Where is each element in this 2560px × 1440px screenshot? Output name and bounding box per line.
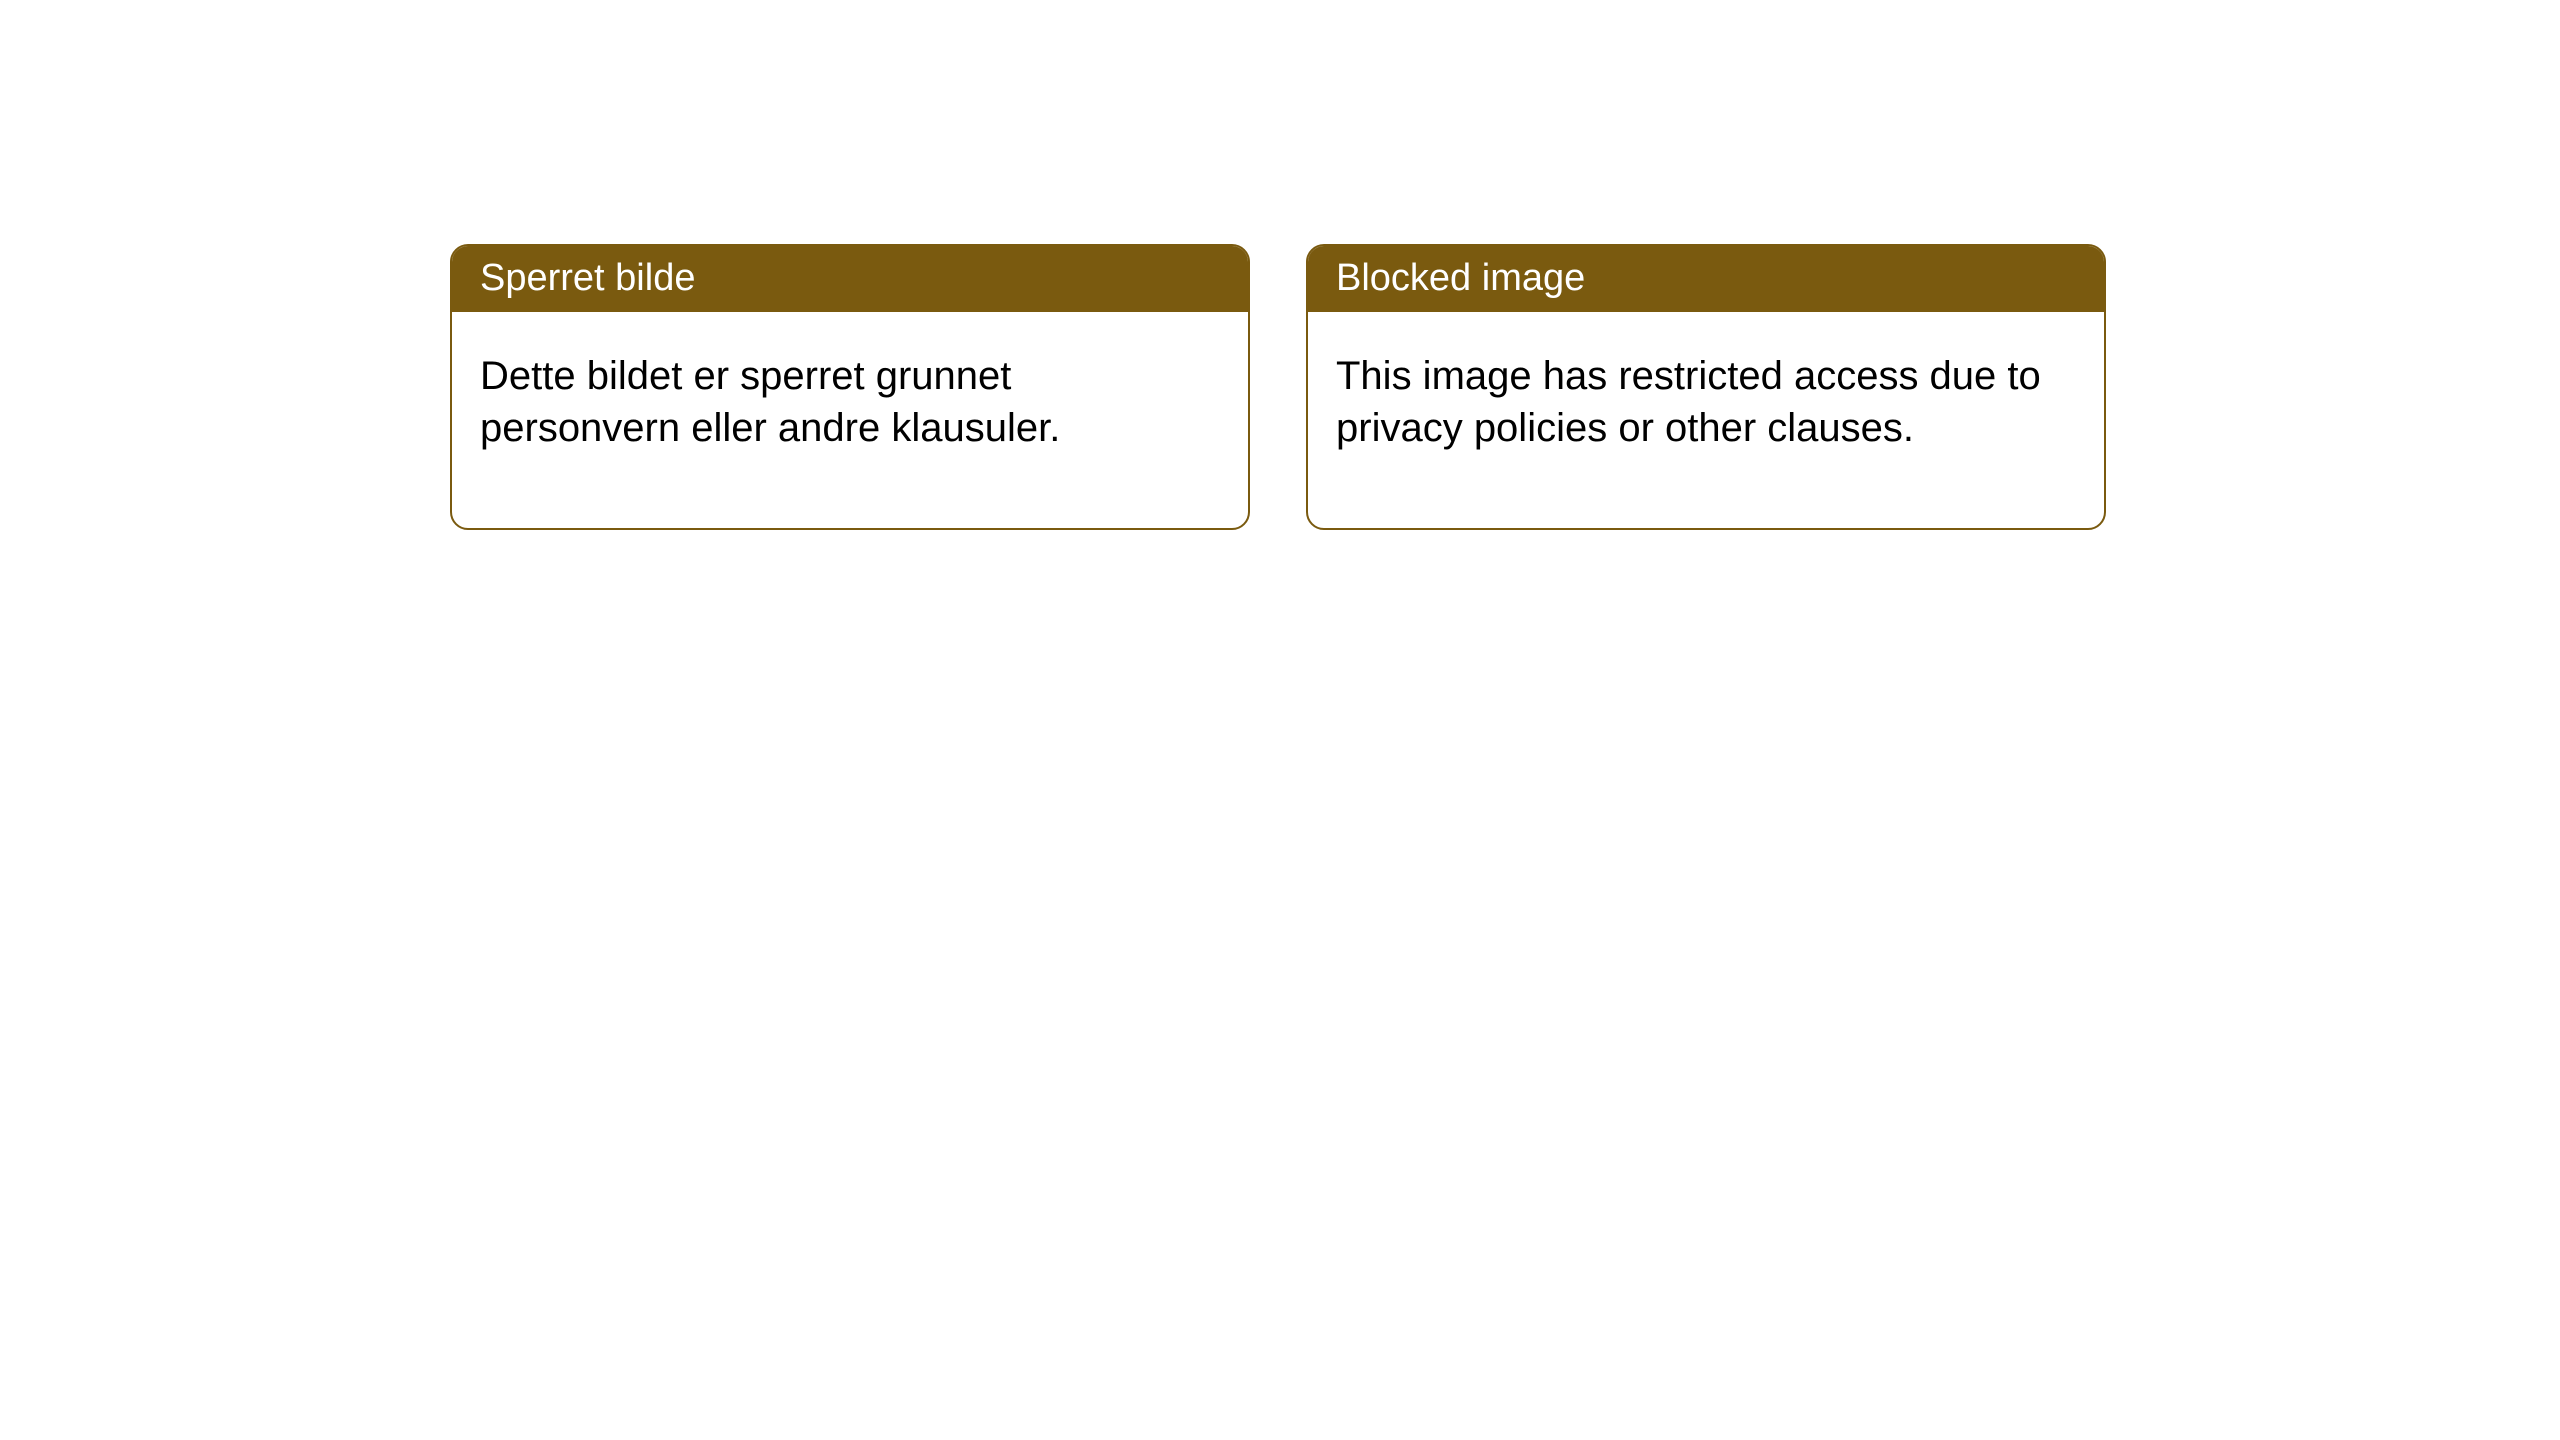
notice-container: Sperret bilde Dette bildet er sperret gr…: [450, 244, 2106, 530]
notice-header: Blocked image: [1308, 246, 2104, 312]
notice-card-norwegian: Sperret bilde Dette bildet er sperret gr…: [450, 244, 1250, 530]
notice-body: This image has restricted access due to …: [1308, 312, 2104, 528]
notice-card-english: Blocked image This image has restricted …: [1306, 244, 2106, 530]
notice-body: Dette bildet er sperret grunnet personve…: [452, 312, 1248, 528]
notice-header: Sperret bilde: [452, 246, 1248, 312]
